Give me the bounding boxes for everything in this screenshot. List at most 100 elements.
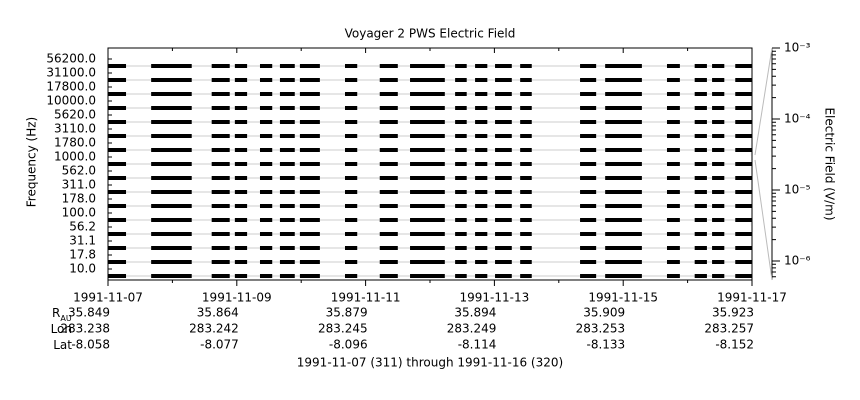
data-bar <box>735 106 752 110</box>
data-bar <box>580 176 597 180</box>
data-bar <box>475 78 488 82</box>
ephemeris-value: -8.077 <box>200 338 239 352</box>
data-bar <box>712 176 725 180</box>
data-bar <box>234 134 248 138</box>
data-bar <box>605 190 642 194</box>
data-bar <box>455 260 467 264</box>
data-bar <box>299 232 320 236</box>
y2-tick-label: 10⁻⁵ <box>784 182 811 196</box>
data-bar <box>694 190 707 194</box>
data-bar <box>108 204 127 208</box>
data-bar <box>666 246 680 250</box>
data-bar <box>580 64 597 68</box>
data-bar <box>735 148 752 152</box>
ephemeris-value: 283.253 <box>576 322 626 336</box>
data-bar <box>234 92 248 96</box>
data-bar <box>379 246 398 250</box>
data-bar <box>151 232 192 236</box>
data-bar <box>379 106 398 110</box>
x-tick-label: 1991-11-17 <box>717 291 787 305</box>
data-bar <box>259 190 273 194</box>
data-bar <box>495 274 512 278</box>
data-bar <box>108 176 127 180</box>
data-bar <box>520 260 532 264</box>
data-bar <box>712 64 725 68</box>
data-bar <box>211 204 230 208</box>
ephemeris-label: RAU <box>52 306 72 323</box>
y-tick-label: 1000.0 <box>54 150 96 164</box>
data-bar <box>410 78 445 82</box>
data-bar <box>580 218 597 222</box>
data-bar <box>234 218 248 222</box>
data-bar <box>299 190 320 194</box>
data-bar <box>211 232 230 236</box>
data-bar <box>694 176 707 180</box>
data-bar <box>299 106 320 110</box>
ephemeris-label-text: R <box>52 306 60 320</box>
data-bar <box>410 106 445 110</box>
data-bar <box>279 218 295 222</box>
data-bar <box>379 134 398 138</box>
data-bar <box>666 232 680 236</box>
ephemeris-value: 283.257 <box>704 322 754 336</box>
ephemeris-value: -8.096 <box>329 338 368 352</box>
data-bar <box>455 246 467 250</box>
data-bar <box>455 274 467 278</box>
data-bar <box>108 260 127 264</box>
data-bar <box>279 134 295 138</box>
data-bar <box>712 232 725 236</box>
data-bar <box>495 78 512 82</box>
data-bar <box>605 176 642 180</box>
data-bar <box>475 64 488 68</box>
data-bar <box>344 78 358 82</box>
data-bar <box>520 78 532 82</box>
data-bar <box>151 176 192 180</box>
ephemeris-value: 283.242 <box>189 322 239 336</box>
data-bar <box>379 120 398 124</box>
data-bar <box>410 148 445 152</box>
data-bar <box>694 246 707 250</box>
data-bar <box>259 92 273 96</box>
y2-tick-label: 10⁻⁴ <box>784 111 811 125</box>
data-bar <box>694 204 707 208</box>
data-bar <box>410 232 445 236</box>
data-bar <box>475 246 488 250</box>
data-bar <box>211 190 230 194</box>
data-bar <box>108 92 127 96</box>
data-bar <box>344 190 358 194</box>
data-bar <box>495 218 512 222</box>
data-bar <box>211 218 230 222</box>
data-bar <box>234 274 248 278</box>
data-bar <box>520 148 532 152</box>
ephemeris-value: 35.923 <box>712 306 754 320</box>
data-bar <box>520 246 532 250</box>
scale-indicator <box>754 159 773 281</box>
data-bar <box>694 232 707 236</box>
data-bar <box>259 78 273 82</box>
data-bar <box>495 176 512 180</box>
data-bar <box>475 120 488 124</box>
data-bar <box>344 162 358 166</box>
data-bar <box>712 162 725 166</box>
data-bar <box>475 204 488 208</box>
data-bar <box>580 148 597 152</box>
data-bar <box>379 64 398 68</box>
y2-tick-label: 10⁻³ <box>784 41 811 55</box>
y-tick-label: 562.0 <box>62 164 96 178</box>
ephemeris-value: 35.864 <box>197 306 239 320</box>
data-bar <box>344 64 358 68</box>
data-bar <box>151 204 192 208</box>
data-bar <box>455 204 467 208</box>
data-bar <box>410 176 445 180</box>
data-bar <box>712 218 725 222</box>
data-bar <box>495 148 512 152</box>
data-bar <box>344 274 358 278</box>
data-bar <box>299 274 320 278</box>
data-bar <box>379 162 398 166</box>
data-bar <box>279 190 295 194</box>
data-bar <box>712 92 725 96</box>
data-bar <box>259 134 273 138</box>
x-tick-label: 1991-11-09 <box>202 291 272 305</box>
data-bar <box>666 148 680 152</box>
data-bar <box>151 260 192 264</box>
